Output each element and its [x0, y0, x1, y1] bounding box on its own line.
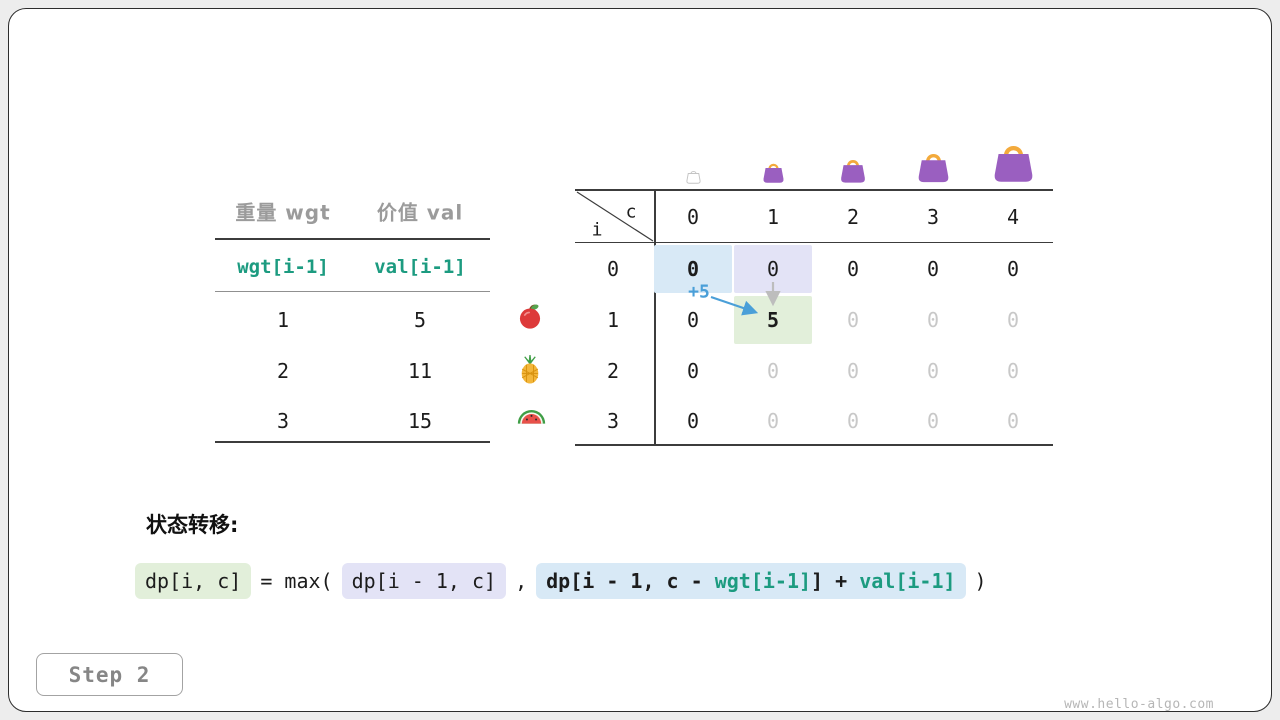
dp-cell: 0	[846, 409, 860, 433]
items-weight-cell: 3	[276, 409, 290, 433]
items-table-header-rule	[215, 238, 490, 240]
bag-icon-s	[761, 161, 786, 184]
transition-label: 状态转移:	[146, 513, 239, 537]
items-value-cell: 15	[407, 409, 433, 433]
step-badge-label: Step 2	[68, 662, 151, 687]
formula-equals-max: = max(	[260, 569, 333, 593]
formula-term2-pill: dp[i - 1, c - wgt[i-1]] + val[i-1]	[536, 563, 966, 599]
formula-term2-part: dp[i - 1, c -	[546, 569, 715, 593]
dp-row-header: 2	[606, 359, 620, 383]
pineapple-icon	[516, 354, 544, 385]
bag-icon-xs	[685, 169, 702, 184]
dp-cell: 0	[766, 409, 780, 433]
dp-cell: 0	[926, 359, 940, 383]
dp-col-header: 1	[766, 205, 780, 229]
formula-lhs-pill: dp[i, c]	[135, 563, 252, 599]
dp-cell: 0	[686, 308, 700, 332]
dp-cell-highlight-blue	[654, 245, 732, 293]
formula-term2-part: ] +	[811, 569, 860, 593]
corner-row-label: i	[591, 219, 603, 241]
dp-cell: 0	[766, 257, 780, 281]
dp-cell: 0	[766, 359, 780, 383]
dp-row-header: 3	[606, 409, 620, 433]
items-formula-cell: val[i-1]	[374, 256, 466, 278]
bag-icon-xl	[990, 141, 1037, 184]
dp-table-top-rule	[575, 189, 1053, 191]
items-value-cell: 11	[407, 359, 433, 383]
dp-table-vertical-rule	[654, 189, 656, 445]
figure-card	[8, 8, 1272, 712]
dp-row-header: 0	[606, 257, 620, 281]
dp-col-header: 4	[1006, 205, 1020, 229]
items-value-cell: 5	[413, 308, 427, 332]
dp-table-bottom-rule	[575, 444, 1053, 446]
dp-cell: 0	[1006, 308, 1020, 332]
formula-term1-pill: dp[i - 1, c]	[341, 563, 507, 599]
dp-cell: 0	[926, 308, 940, 332]
dp-col-header: 2	[846, 205, 860, 229]
dp-cell: 0	[926, 257, 940, 281]
dp-col-header: 0	[686, 205, 700, 229]
bag-icon-l	[915, 150, 952, 184]
items-weight-cell: 2	[276, 359, 290, 383]
formula-close-paren: )	[974, 569, 987, 593]
dp-cell: 0	[686, 359, 700, 383]
bag-icon-m	[838, 157, 868, 184]
formula-comma: ,	[515, 569, 528, 593]
dp-cell: 0	[1006, 359, 1020, 383]
dp-cell: 5	[766, 308, 780, 332]
items-formula-cell: wgt[i-1]	[237, 256, 329, 278]
items-table-header: 价值 val	[376, 200, 464, 225]
dp-cell: 0	[846, 308, 860, 332]
plus-value-annotation: +5	[688, 281, 710, 303]
dp-cell: 0	[926, 409, 940, 433]
corner-col-label: c	[625, 201, 637, 223]
dp-cell: 0	[846, 359, 860, 383]
dp-row-header: 1	[606, 308, 620, 332]
step-badge: Step 2	[36, 653, 183, 696]
formula-term2-green-part: wgt[i-1]	[714, 569, 812, 593]
dp-cell: 0	[846, 257, 860, 281]
watermelon-icon	[516, 406, 547, 434]
watermark: www.hello-algo.com	[1064, 697, 1214, 712]
apple-icon	[516, 301, 544, 330]
dp-cell: 0	[686, 409, 700, 433]
items-table-header: 重量 wgt	[235, 200, 331, 225]
items-table-mid-rule	[215, 291, 490, 292]
dp-cell: 0	[686, 257, 700, 281]
dp-cell: 0	[1006, 409, 1020, 433]
dp-cell: 0	[1006, 257, 1020, 281]
transition-formula: dp[i, c] = max( dp[i - 1, c] , dp[i - 1,…	[135, 562, 987, 600]
items-table-bottom-rule	[215, 441, 490, 443]
dp-col-header: 3	[926, 205, 940, 229]
formula-term2-green-part: val[i-1]	[859, 569, 956, 593]
items-weight-cell: 1	[276, 308, 290, 332]
dp-table-header-rule	[575, 242, 1053, 243]
